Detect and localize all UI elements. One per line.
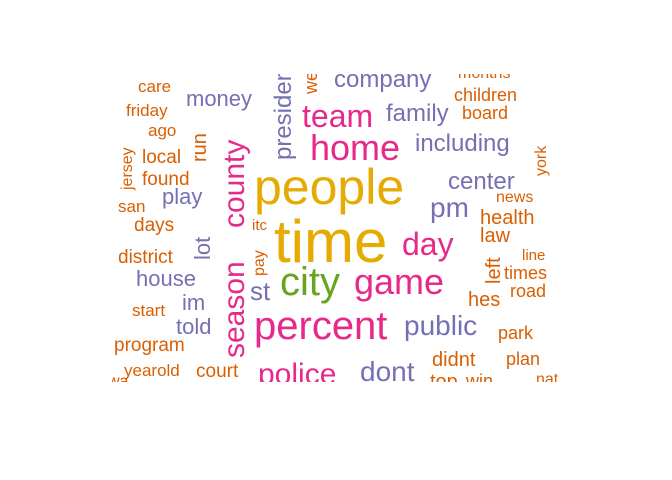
word-friday: friday	[126, 101, 168, 120]
word-court: court	[196, 361, 239, 382]
word-run: run	[189, 133, 211, 162]
word-police: police	[258, 358, 337, 383]
word-park: park	[498, 323, 534, 343]
word-ago: ago	[148, 121, 177, 140]
word-didnt: didnt	[432, 349, 476, 371]
word-nat: nat	[536, 371, 558, 383]
word-board: board	[462, 103, 509, 123]
word-win: win	[466, 371, 494, 382]
word-day: day	[402, 226, 454, 262]
word-children: children	[454, 85, 518, 105]
word-york: york	[533, 145, 550, 176]
word-program: program	[114, 335, 185, 356]
word-told: told	[176, 314, 212, 339]
word-plan: plan	[506, 349, 541, 369]
word-pm: pm	[430, 192, 469, 223]
word-pay: pay	[251, 250, 268, 276]
word-wa: wa	[112, 373, 129, 383]
word-start: start	[132, 301, 166, 320]
word-law: law	[480, 225, 511, 247]
word-san: san	[118, 197, 146, 216]
word-season: season	[218, 261, 251, 358]
word-st: st	[250, 276, 271, 306]
word-family: family	[386, 100, 449, 127]
word-times: times	[504, 263, 548, 283]
word-dont: dont	[360, 356, 415, 383]
word-jersey: jersey	[119, 147, 136, 190]
word-play: play	[162, 184, 203, 209]
word-yearold: yearold	[124, 361, 180, 380]
word-county: county	[218, 139, 251, 228]
word-people: people	[254, 159, 405, 215]
word-city: city	[280, 260, 340, 304]
word-cloud-area: time people percent city game home day t…	[112, 74, 558, 382]
word-left: left	[483, 257, 505, 284]
word-team: team	[302, 98, 374, 134]
word-top: top	[430, 371, 458, 382]
word-president: president	[270, 74, 297, 160]
word-district: district	[118, 247, 173, 268]
word-lot: lot	[190, 236, 215, 260]
word-care: care	[138, 77, 172, 96]
word-im: im	[182, 290, 206, 315]
word-health: health	[480, 207, 535, 229]
word-home: home	[310, 127, 401, 168]
word-months: months	[458, 74, 510, 82]
word-road: road	[510, 281, 547, 301]
word-house: house	[136, 266, 196, 291]
word-time: time	[274, 208, 388, 275]
word-company: company	[334, 74, 432, 93]
word-week: week	[301, 74, 321, 94]
word-found: found	[142, 169, 190, 190]
word-line: line	[522, 247, 546, 264]
word-public: public	[404, 310, 478, 341]
word-days: days	[134, 215, 175, 236]
word-itc: itc	[252, 217, 267, 234]
word-game: game	[354, 261, 445, 302]
word-hes: hes	[468, 289, 501, 311]
word-including: including	[415, 130, 510, 157]
word-center: center	[448, 168, 515, 195]
word-money: money	[186, 86, 253, 111]
word-news: news	[496, 189, 534, 206]
word-local: local	[142, 147, 182, 168]
word-percent: percent	[254, 304, 388, 348]
